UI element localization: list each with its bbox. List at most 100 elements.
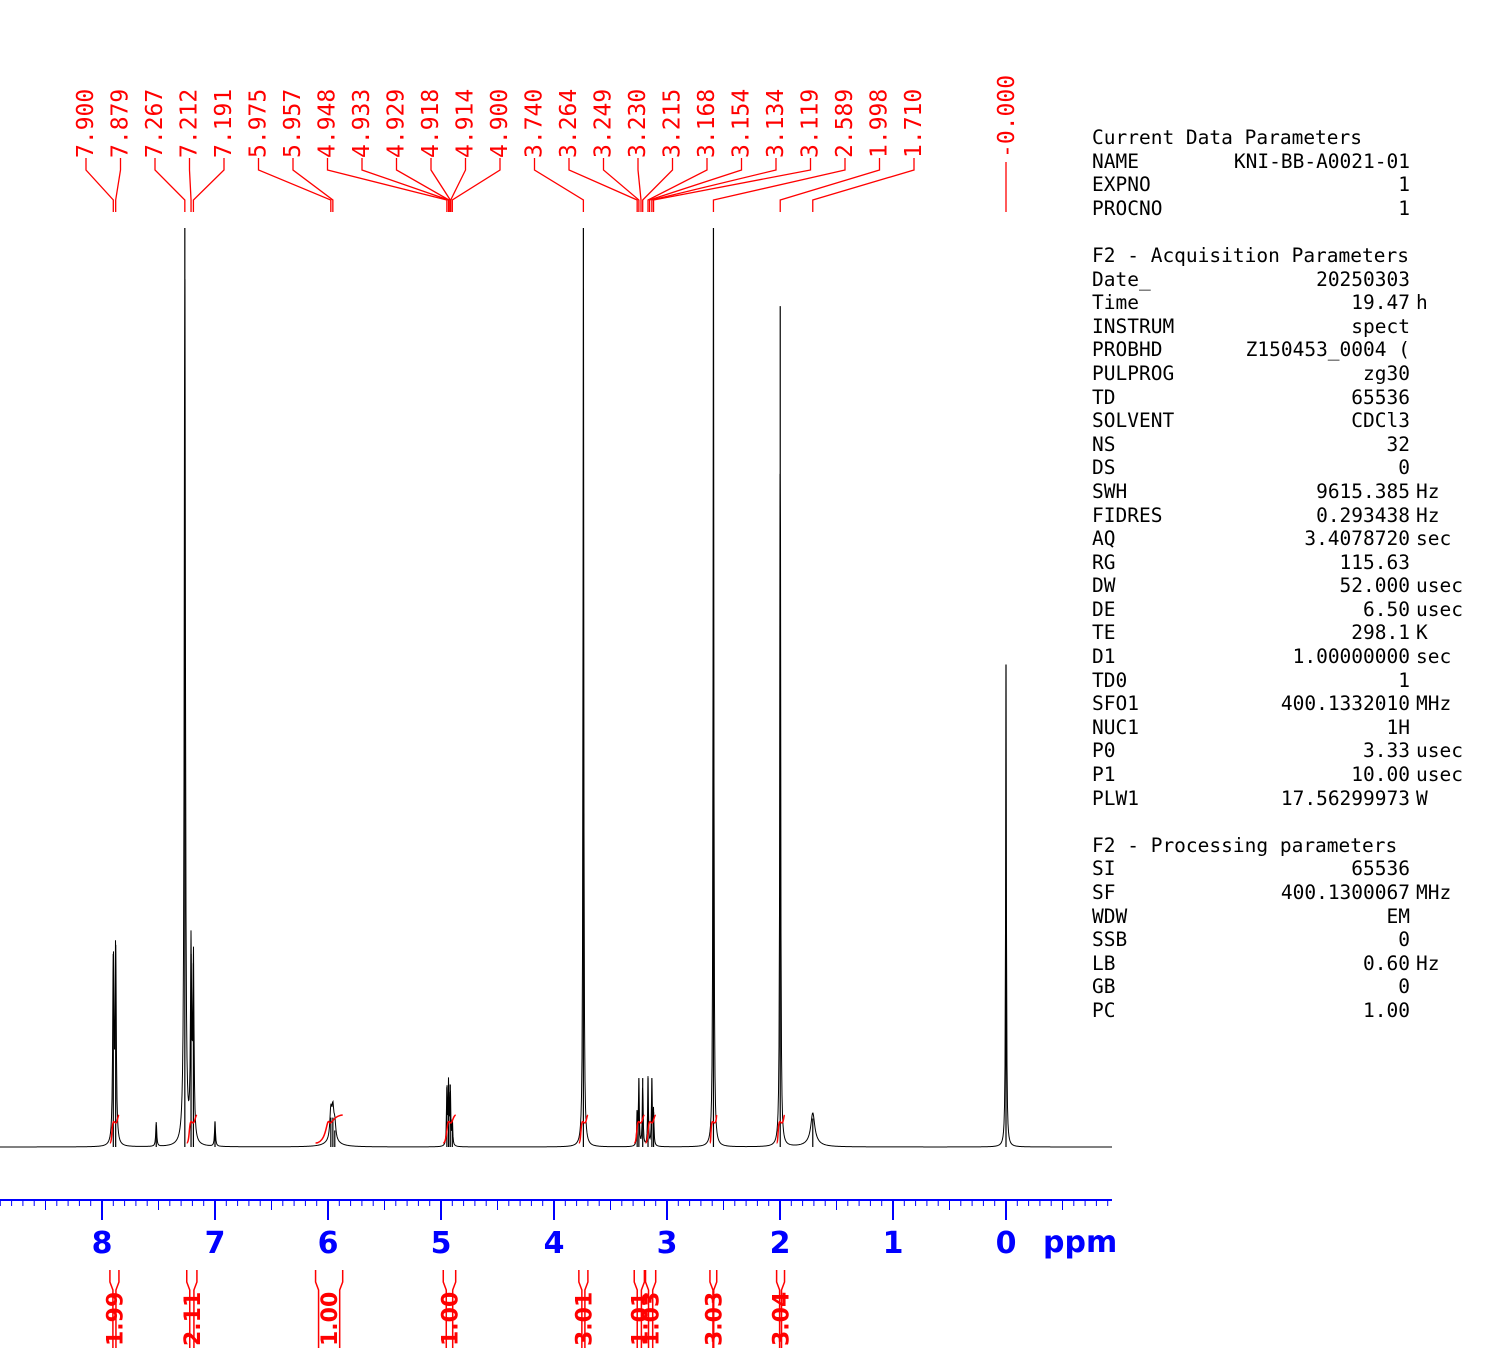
peak-label-leader [642, 158, 674, 212]
peak-label: 3.119 [798, 89, 824, 158]
param-value: 1 [1398, 668, 1410, 692]
param-unit: MHz [1416, 881, 1452, 904]
param-name: SFO1 [1092, 692, 1139, 716]
param-name: Time [1092, 291, 1139, 315]
integral-bracket [644, 1270, 657, 1348]
processing-params-heading: F2 - Processing parameters [1092, 833, 1398, 857]
peak-label: 3.215 [660, 89, 686, 158]
peak-label-leader [188, 158, 192, 212]
reference-peak-label: -0.000 [994, 75, 1020, 158]
param-row-ns: NS 32 [1092, 433, 1484, 457]
param-name: PROBHD [1092, 338, 1163, 362]
param-row-date: Date_ 20250303 [1092, 268, 1484, 292]
peak-label-leader [450, 158, 467, 212]
param-value: 0.60 [1363, 951, 1410, 975]
current-params-list: NAME KNI-BB-A0021-01 EXPNO 1 PROCNO 1 [1092, 150, 1484, 221]
param-unit: Hz [1416, 951, 1440, 975]
param-row-td0: TD0 1 [1092, 669, 1484, 693]
integral-bracket [633, 1270, 646, 1348]
integral-curve [109, 1114, 120, 1144]
peak-label: 4.918 [418, 89, 444, 158]
param-value: CDCl3 [1351, 409, 1410, 433]
peak-label-leader [647, 158, 708, 212]
peak-label: 3.134 [763, 89, 789, 158]
peak-label-leader [115, 158, 122, 212]
peak-label-leader [712, 158, 846, 212]
param-name: FIDRES [1092, 503, 1163, 527]
peak-label-leader [637, 158, 642, 212]
param-unit: usec [1416, 574, 1463, 598]
param-name: EXPNO [1092, 173, 1151, 197]
integral-value: 3.04 [770, 1292, 795, 1346]
x-tick-label: 7 [205, 1226, 226, 1261]
peak-label: 4.929 [384, 89, 410, 158]
peak-label-leader [652, 158, 812, 212]
param-name: TE [1092, 621, 1116, 645]
param-row-pc: PC 1.00 [1092, 999, 1484, 1023]
peak-label: 4.933 [349, 89, 375, 158]
param-unit: Hz [1416, 503, 1440, 527]
ppm-axis: 8 7 6 5 4 3 2 1 0 [0, 1199, 1112, 1261]
acquisition-params-heading: F2 - Acquisition Parameters [1092, 243, 1409, 267]
integral-value: 1.99 [103, 1292, 128, 1346]
x-tick-label: 5 [431, 1226, 452, 1261]
param-row-rg: RG 115.63 [1092, 551, 1484, 575]
param-row-swh: SWH 9615.385 Hz [1092, 480, 1484, 504]
param-name: LB [1092, 951, 1116, 975]
peak-label: 7.191 [211, 89, 237, 158]
peak-label-leader [292, 158, 334, 212]
param-row-td: TD 65536 [1092, 386, 1484, 410]
param-name: TD [1092, 385, 1116, 409]
current-params-heading: Current Data Parameters [1092, 126, 1363, 149]
param-row-ssb: SSB 0 [1092, 928, 1484, 952]
param-row-dw: DW 52.000 usec [1092, 574, 1484, 598]
param-name: WDW [1092, 904, 1128, 928]
param-value: 298.1 [1351, 621, 1410, 645]
param-row-time: Time 19.47 h [1092, 291, 1484, 315]
param-value: spect [1351, 314, 1410, 338]
param-value: 32 [1386, 432, 1410, 456]
param-unit: h [1416, 291, 1428, 315]
peak-label-leader [651, 158, 777, 212]
peak-label-leader [779, 158, 881, 212]
param-value: 115.63 [1339, 550, 1410, 574]
integral-bracket [775, 1270, 786, 1348]
param-unit: sec [1416, 645, 1452, 669]
param-unit: MHz [1416, 692, 1452, 716]
param-name: NUC1 [1092, 715, 1139, 739]
param-name: SI [1092, 857, 1116, 881]
x-tick-label: 8 [92, 1226, 113, 1261]
param-value: 400.1300067 [1280, 881, 1410, 904]
param-row-p0: P0 3.33 usec [1092, 739, 1484, 763]
param-name: SF [1092, 881, 1116, 904]
param-name: NAME [1092, 149, 1139, 173]
param-name: SSB [1092, 928, 1128, 952]
param-name: SWH [1092, 479, 1128, 503]
x-axis-label: ppm [1043, 1225, 1117, 1260]
param-value: 3.33 [1363, 739, 1410, 763]
integral-bracket [186, 1270, 198, 1348]
integral-curve [315, 1114, 343, 1144]
param-name: DW [1092, 574, 1116, 598]
integral-value: 1.03 [640, 1292, 665, 1346]
peak-label-leader [602, 158, 640, 212]
param-unit: usec [1416, 739, 1463, 763]
peak-label-leader [257, 158, 332, 212]
param-unit: sec [1416, 527, 1452, 551]
param-value: 0.293438 [1316, 503, 1410, 527]
param-name: NS [1092, 432, 1116, 456]
param-value: 1H [1386, 715, 1410, 739]
acquisition-params-list: Date_ 20250303 Time 19.47 h INSTRUM spect PROBH… [1092, 268, 1484, 811]
peak-label: 7.212 [177, 89, 203, 158]
peak-label: 5.975 [246, 89, 272, 158]
peak-label-leader [533, 158, 585, 212]
integral-bracket [709, 1270, 718, 1348]
peak-label: 3.168 [694, 89, 720, 158]
peak-label-leader [568, 158, 638, 212]
peak-label: 3.230 [625, 89, 651, 158]
x-tick-label: 6 [318, 1226, 339, 1261]
param-value: KNI-BB-A0021-01 [1233, 149, 1410, 173]
integral-curve [633, 1114, 645, 1144]
peak-label: 5.957 [280, 89, 306, 158]
